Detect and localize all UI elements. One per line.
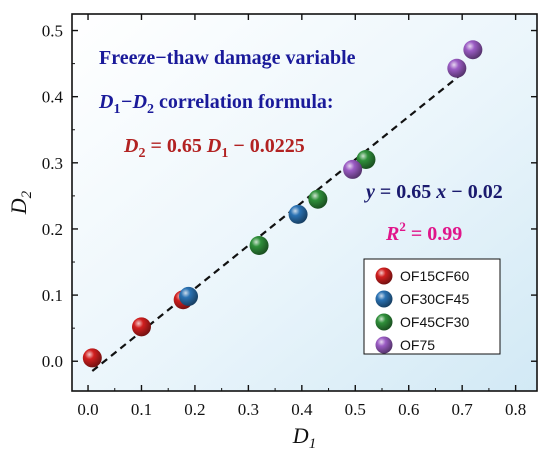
y-tick-label: 0.2 — [42, 220, 63, 239]
annotation-title-line1-text: Freeze−thaw damage variable — [99, 47, 356, 69]
data-point-of15cf60 — [82, 348, 102, 368]
fit-eq-x: x — [435, 181, 446, 203]
y-tick-label: 0.4 — [42, 88, 64, 107]
x-tick-label: 0.6 — [398, 400, 419, 419]
formula-coef: = 0.65 — [145, 135, 206, 157]
legend-label: OF45CF30 — [400, 314, 469, 330]
title-line2-d1-sub: 1 — [113, 102, 120, 117]
title-line2-d2-sub: 2 — [147, 102, 154, 117]
legend-label: OF30CF45 — [400, 291, 469, 307]
data-points — [82, 40, 483, 368]
x-tick-label: 0.8 — [505, 400, 526, 419]
formula-d1-sub: 1 — [221, 146, 228, 161]
legend: OF15CF60 OF30CF45 OF45CF30 OF75 — [363, 258, 501, 355]
x-tick-label: 0.3 — [238, 400, 259, 419]
x-tick-label: 0.5 — [345, 400, 366, 419]
title-line2-d1: D — [98, 91, 113, 113]
title-line2-d2: −D — [120, 91, 147, 113]
x-axis-label: D1 — [292, 423, 316, 452]
x-tick-label: 0.4 — [291, 400, 313, 419]
y-tick-label: 0.1 — [42, 286, 63, 305]
x-tick-label: 0.1 — [131, 400, 152, 419]
fit-eq-y: y — [364, 181, 375, 203]
data-point-of45cf30 — [308, 189, 328, 209]
legend-marker — [375, 290, 393, 308]
data-point-of45cf30 — [249, 235, 269, 255]
x-axis-label-sub: 1 — [309, 436, 317, 452]
plot-frame — [71, 13, 538, 392]
legend-label: OF15CF60 — [400, 268, 469, 284]
y-axis-label-sub: 2 — [19, 190, 35, 198]
x-tick-label: 0.7 — [452, 400, 474, 419]
y-tick-label: 0.3 — [42, 154, 63, 173]
annotation-title-line2: D1−D2 correlation formula: — [98, 91, 334, 117]
annotation-formula: D2 = 0.65 D1 − 0.0225 — [123, 135, 305, 161]
data-point-of15cf60 — [131, 317, 151, 337]
data-point-of75 — [447, 58, 467, 78]
fit-eq-const: − 0.02 — [446, 181, 502, 203]
formula-d2-sub: 2 — [138, 146, 145, 161]
annotation-fit-equation: y = 0.65 x − 0.02 — [364, 181, 503, 203]
y-tick-label: 0.5 — [42, 22, 63, 41]
title-line2-rest: correlation formula: — [154, 91, 334, 113]
annotation-r-squared: R2 = 0.99 — [385, 219, 462, 245]
y-axis-label-main: D — [6, 198, 31, 215]
data-point-of30cf45 — [288, 204, 308, 224]
data-point-of45cf30 — [356, 150, 376, 170]
data-point-of75 — [463, 40, 483, 60]
legend-marker — [375, 313, 393, 331]
annotation-title-line1: Freeze−thaw damage variable — [99, 47, 356, 69]
formula-const: − 0.0225 — [228, 135, 304, 157]
x-tick-label: 0.0 — [77, 400, 98, 419]
formula-d1: D — [206, 135, 221, 157]
r2-sup: 2 — [399, 219, 406, 234]
x-tick-label: 0.2 — [184, 400, 205, 419]
formula-d2: D — [123, 135, 138, 157]
data-point-of75 — [343, 159, 363, 179]
legend-marker — [375, 267, 393, 285]
y-tick-label: 0.0 — [42, 352, 63, 371]
fit-eq-coef: = 0.65 — [375, 181, 436, 203]
r2-value: = 0.99 — [406, 223, 462, 245]
legend-marker — [375, 336, 393, 354]
data-point-of30cf45 — [179, 286, 199, 306]
axis-ticks: 0.0 0.1 0.2 0.3 0.4 0.5 0.6 0.7 0.8 0.0 0.1 0.2 0.3 0… — [42, 14, 537, 419]
r2-r: R — [385, 223, 399, 245]
x-axis-label-main: D — [292, 423, 309, 448]
y-axis-label: D2 — [6, 190, 35, 215]
legend-label: OF75 — [400, 337, 435, 353]
